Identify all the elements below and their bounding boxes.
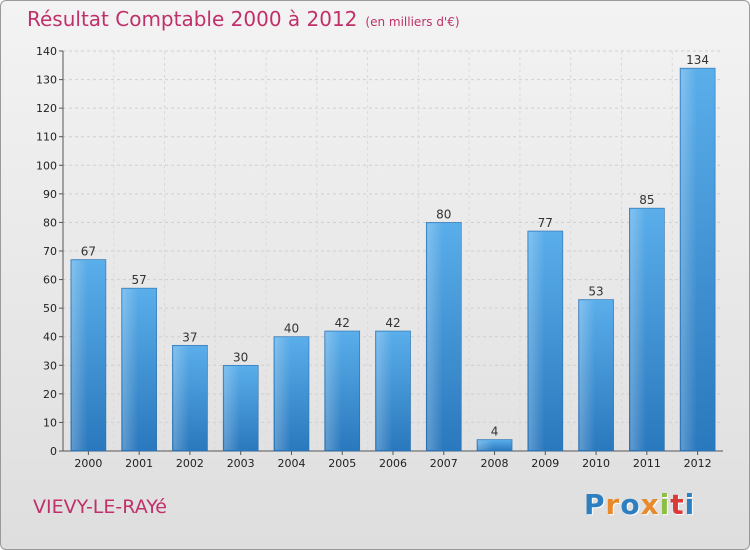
bar-highlight [122, 289, 139, 450]
logo-letter: P [584, 488, 606, 521]
bar-highlight [579, 300, 596, 450]
y-tick-label: 20 [43, 388, 57, 401]
title-row: Résultat Comptable 2000 à 2012 (en millie… [27, 7, 460, 31]
y-tick-label: 90 [43, 188, 57, 201]
x-tick-label-2010: 2010 [582, 457, 610, 470]
x-tick-label-2001: 2001 [125, 457, 153, 470]
y-tick-label: 50 [43, 302, 57, 315]
bar-highlight [173, 346, 190, 450]
y-tick-label: 140 [36, 45, 57, 58]
proxiti-logo: Proxiti [584, 488, 695, 521]
x-tick-label-2002: 2002 [176, 457, 204, 470]
value-label-2010: 53 [588, 285, 603, 299]
bar-highlight [681, 69, 697, 451]
y-tick-label: 80 [43, 216, 57, 229]
x-tick-label-2006: 2006 [379, 457, 407, 470]
logo-letter: t [670, 488, 685, 521]
x-tick-label-2012: 2012 [684, 457, 712, 470]
logo-letter: x [640, 488, 660, 521]
bar-highlight [427, 223, 444, 450]
y-tick-label: 120 [36, 102, 57, 115]
y-tick-label: 60 [43, 274, 57, 287]
x-tick-label-2000: 2000 [74, 457, 102, 470]
bar-highlight [274, 337, 291, 450]
value-label-2005: 42 [335, 316, 350, 330]
y-tick-label: 30 [43, 359, 57, 372]
value-label-2006: 42 [385, 316, 400, 330]
value-label-2003: 30 [233, 350, 248, 364]
y-tick-label: 130 [36, 74, 57, 87]
bar-2008 [476, 439, 513, 452]
chart-subtitle: (en milliers d'€) [365, 15, 460, 29]
x-tick-label-2007: 2007 [430, 457, 458, 470]
logo-letter: r [605, 488, 621, 521]
value-label-2011: 85 [639, 193, 654, 207]
y-tick-label: 110 [36, 131, 57, 144]
labels: 0 10 20 30 40 50 60 70 80 90 100 110 120 130 140 67 2000… [36, 45, 712, 470]
y-tick-label: 0 [50, 445, 57, 458]
value-label-2007: 80 [436, 207, 451, 221]
x-tick-label-2005: 2005 [328, 457, 356, 470]
bars [70, 67, 716, 452]
value-label-2000: 67 [81, 245, 96, 259]
value-label-2004: 40 [284, 322, 299, 336]
value-label-2008: 4 [491, 425, 499, 439]
logo-letter: i [659, 488, 671, 521]
x-tick-label-2011: 2011 [633, 457, 661, 470]
bar-highlight [325, 332, 342, 450]
bar-highlight [376, 332, 393, 450]
bar-highlight [630, 209, 647, 450]
y-tick-label: 100 [36, 159, 57, 172]
value-label-2002: 37 [182, 330, 197, 344]
logo-letter: i [684, 488, 696, 521]
y-tick-label: 40 [43, 331, 57, 344]
bar-highlight [224, 366, 240, 450]
x-tick-label-2009: 2009 [531, 457, 559, 470]
bar-highlight [528, 232, 545, 450]
y-tick-label: 10 [43, 416, 57, 429]
chart-title: Résultat Comptable 2000 à 2012 [27, 7, 358, 31]
y-tick-label: 70 [43, 245, 57, 258]
logo-letter: o [620, 488, 641, 521]
x-tick-label-2004: 2004 [277, 457, 305, 470]
x-tick-label-2003: 2003 [227, 457, 255, 470]
value-label-2001: 57 [132, 273, 147, 287]
value-label-2012: 134 [686, 53, 709, 67]
x-tick-label-2008: 2008 [481, 457, 509, 470]
value-label-2009: 77 [538, 216, 553, 230]
commune-name: VIEVY-LE-RAYé [33, 496, 167, 518]
bar-highlight [478, 440, 494, 450]
bar-highlight [71, 260, 88, 450]
